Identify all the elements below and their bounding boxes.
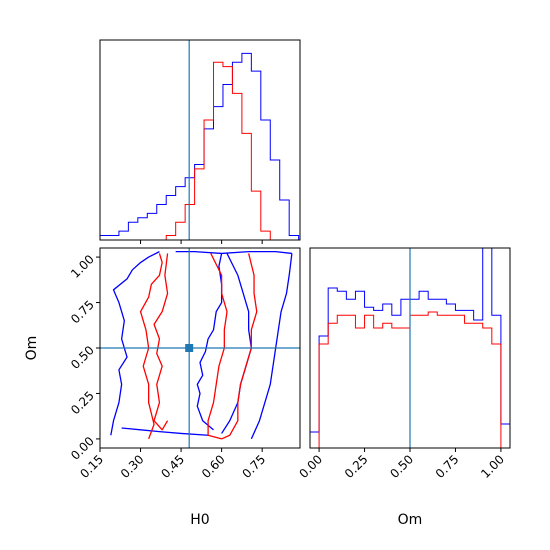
contour-line-4 — [250, 253, 293, 440]
hist-om-step-series-1 — [310, 311, 510, 448]
contour-line-0 — [196, 253, 223, 431]
hist-om-x-tick-label: 1.00 — [478, 452, 507, 481]
hist-om-x-axis-label: Om — [398, 512, 423, 528]
hist-h0-frame — [99, 39, 301, 241]
contour-line-8 — [207, 253, 228, 440]
contour-h0-om-y-tick-label: 0.50 — [68, 343, 97, 372]
hist-h0-step-series-0 — [100, 52, 300, 240]
contour-h0-om-y-tick-label: 0.75 — [68, 298, 97, 327]
hist-om-x-tick-label: 0.25 — [342, 452, 371, 481]
contour-line-9 — [221, 253, 258, 440]
contour-h0-om-plot-area — [100, 248, 300, 448]
h0-histogram-panel — [99, 39, 301, 244]
om-histogram-panel: 0.00 0.25 0.50 0.75 1.00 Om — [296, 247, 511, 528]
hist-om-x-tick-label: 0.50 — [387, 452, 416, 481]
contour-h0-om-y-tick-label: 0.25 — [68, 389, 97, 418]
contour-line-1 — [110, 251, 160, 436]
contour-line-2 — [121, 427, 209, 436]
contour-h0-om-x-axis-label: H0 — [190, 512, 209, 528]
contour-line-7 — [139, 253, 163, 440]
hist-om-step-series-0 — [310, 248, 510, 448]
contour-h0-om-x-tick-label: 0.45 — [158, 452, 187, 481]
hist-om-x-tick-label: 0.75 — [433, 452, 462, 481]
truth-marker — [185, 344, 194, 352]
hist-h0-step-series-1 — [100, 61, 299, 240]
hist-om-x-tick-label: 0.00 — [296, 452, 325, 481]
contour-h0-om-x-tick-label: 0.75 — [239, 452, 268, 481]
contour-h0-om-y-axis-label: Om — [24, 336, 40, 361]
hist-om-plot-area — [310, 248, 510, 448]
contour-line-6 — [153, 253, 169, 431]
contour-h0-om-x-tick-label: 0.60 — [199, 452, 228, 481]
contour-line-3 — [175, 250, 292, 255]
hist-h0-plot-area — [100, 40, 300, 240]
contour-h0-om-x-tick-label: 0.30 — [118, 452, 147, 481]
h0-om-contour-panel: 0.15 0.30 0.45 0.60 0.750.000.250.500.751.00… — [24, 247, 301, 528]
contour-line-5 — [221, 253, 253, 434]
contour-h0-om-y-tick-label: 1.00 — [68, 252, 97, 281]
